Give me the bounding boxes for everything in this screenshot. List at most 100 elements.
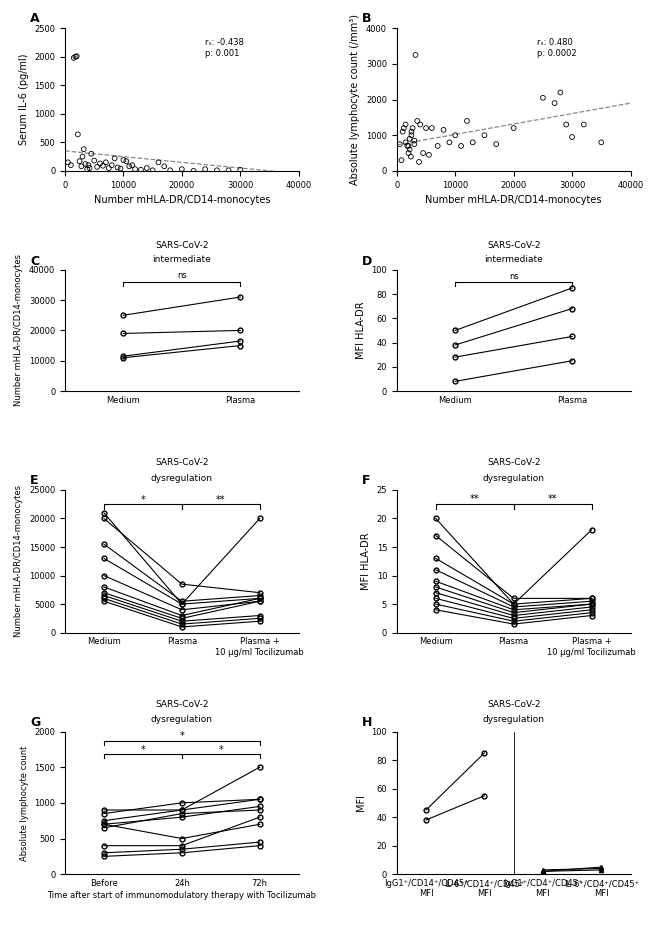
Text: SARS-CoV-2: SARS-CoV-2 <box>487 242 540 250</box>
Point <box>410 47 421 62</box>
Point <box>400 117 411 132</box>
Point <box>76 159 86 174</box>
Point <box>66 158 76 173</box>
Y-axis label: MFI HLA-DR: MFI HLA-DR <box>356 302 366 359</box>
Point <box>404 132 415 147</box>
Text: dysregulation: dysregulation <box>483 715 545 725</box>
Point <box>98 158 108 173</box>
Y-axis label: MFI: MFI <box>356 794 366 811</box>
Point <box>409 133 419 149</box>
Y-axis label: Absolute lymphocyte count (/mm³): Absolute lymphocyte count (/mm³) <box>350 14 360 185</box>
Point <box>555 85 566 100</box>
Text: *: * <box>218 744 223 755</box>
Point <box>177 162 187 177</box>
Y-axis label: Serum IL-6 (pg/ml): Serum IL-6 (pg/ml) <box>19 54 29 146</box>
Point <box>72 49 82 64</box>
Y-axis label: Number mHLA-DR/CD14-monocytes: Number mHLA-DR/CD14-monocytes <box>14 485 23 637</box>
Text: rₛ: 0.480
p: 0.0002: rₛ: 0.480 p: 0.0002 <box>537 39 577 57</box>
Point <box>95 156 105 171</box>
Point <box>82 162 92 177</box>
Point <box>165 163 176 178</box>
Point <box>92 160 102 175</box>
Point <box>127 158 137 173</box>
Text: A: A <box>30 12 40 25</box>
Point <box>426 120 437 135</box>
Text: D: D <box>362 255 372 268</box>
Point <box>418 146 428 161</box>
Point <box>235 163 246 178</box>
Point <box>415 117 425 132</box>
Point <box>444 134 454 149</box>
Point <box>77 149 88 164</box>
Point <box>212 163 222 178</box>
Point <box>115 161 125 176</box>
Text: rₛ: -0.438
p: 0.001: rₛ: -0.438 p: 0.001 <box>205 39 244 57</box>
Point <box>414 154 424 169</box>
Point <box>79 142 89 157</box>
Point <box>408 120 418 135</box>
Point <box>118 152 129 167</box>
Text: SARS-CoV-2: SARS-CoV-2 <box>487 458 540 467</box>
Point <box>73 127 83 142</box>
Text: *: * <box>140 495 145 505</box>
Point <box>159 159 170 174</box>
Point <box>62 155 73 170</box>
Text: dysregulation: dysregulation <box>151 474 213 483</box>
Text: SARS-CoV-2: SARS-CoV-2 <box>155 458 209 467</box>
Point <box>406 124 417 139</box>
Point <box>467 134 478 149</box>
Point <box>124 159 135 174</box>
Text: SARS-CoV-2: SARS-CoV-2 <box>487 699 540 709</box>
Point <box>479 128 489 143</box>
Point <box>109 150 120 165</box>
Text: **: ** <box>470 494 480 505</box>
Y-axis label: Absolute lymphocyte count: Absolute lymphocyte count <box>20 745 29 860</box>
Point <box>396 152 407 167</box>
Point <box>112 160 123 175</box>
Point <box>450 128 460 143</box>
Point <box>549 96 560 111</box>
Point <box>153 155 164 170</box>
Point <box>432 138 443 153</box>
Point <box>224 163 234 178</box>
Point <box>397 124 408 139</box>
Point <box>130 162 140 177</box>
Text: intermediate: intermediate <box>153 255 211 264</box>
Point <box>403 138 413 153</box>
Point <box>103 161 114 176</box>
Text: ns: ns <box>177 271 187 280</box>
Point <box>508 120 519 135</box>
Text: *: * <box>179 731 184 741</box>
Point <box>74 153 85 168</box>
Point <box>70 49 81 64</box>
Y-axis label: Number mHLA-DR/CD14-monocytes: Number mHLA-DR/CD14-monocytes <box>14 255 23 406</box>
Point <box>86 147 96 162</box>
Text: intermediate: intermediate <box>484 255 543 264</box>
Point <box>438 122 448 137</box>
Text: dysregulation: dysregulation <box>151 715 213 725</box>
Text: dysregulation: dysregulation <box>483 474 545 483</box>
Point <box>107 158 117 173</box>
Text: G: G <box>30 715 40 728</box>
Point <box>409 136 419 151</box>
Text: F: F <box>362 475 370 487</box>
Point <box>84 161 95 176</box>
Text: SARS-CoV-2: SARS-CoV-2 <box>155 699 209 709</box>
Point <box>403 146 413 161</box>
X-axis label: Time after start of immunomodulatory therapy with Tocilizumab: Time after start of immunomodulatory the… <box>47 891 317 900</box>
Point <box>404 142 415 157</box>
Point <box>578 117 589 132</box>
Point <box>89 153 99 168</box>
Point <box>142 161 152 176</box>
Point <box>538 90 548 105</box>
Point <box>400 134 411 149</box>
Point <box>406 128 417 143</box>
Point <box>402 138 413 153</box>
X-axis label: Number mHLA-DR/CD14-monocytes: Number mHLA-DR/CD14-monocytes <box>94 196 270 205</box>
Y-axis label: MFI HLA-DR: MFI HLA-DR <box>361 532 371 590</box>
Point <box>491 136 501 151</box>
Text: E: E <box>30 475 38 487</box>
Point <box>406 149 416 164</box>
Text: H: H <box>362 715 372 728</box>
Point <box>395 136 405 151</box>
